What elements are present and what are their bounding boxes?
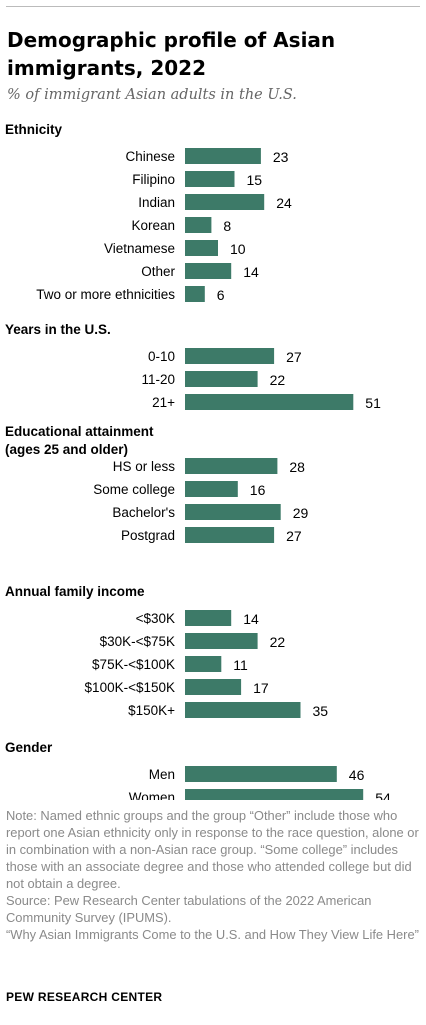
bar [185,286,205,302]
bar [185,458,278,474]
bar [185,240,218,256]
bar [185,371,258,387]
category-label: Other [141,264,175,279]
report-title: “Why Asian Immigrants Come to the U.S. a… [6,927,419,942]
bar [185,656,222,672]
bar [185,171,235,187]
note-text: Note: Named ethnic groups and the group … [6,808,419,891]
bar [185,394,354,410]
panel-title: Annual family income [5,584,145,599]
value-label: 8 [223,218,231,234]
panel-title: Educational attainment [5,424,154,439]
category-label: $100K-<$150K [85,680,175,695]
value-label: 6 [217,287,225,303]
bar [185,679,242,695]
category-label: Some college [93,482,175,497]
category-label: Men [149,767,175,782]
value-label: 46 [349,767,365,783]
bar [185,702,301,718]
value-label: 24 [276,195,292,211]
value-label: 51 [365,395,381,411]
value-label: 14 [243,611,259,627]
category-label: Women [129,790,175,800]
category-label: $150K+ [128,703,175,718]
organization-label: PEW RESEARCH CENTER [6,990,163,1004]
category-label: Bachelor's [112,505,175,520]
bar [185,148,261,164]
bar [185,481,238,497]
value-label: 27 [286,528,302,544]
value-label: 23 [273,149,289,165]
value-label: 15 [247,172,263,188]
panel-title: Gender [5,740,53,755]
value-label: 29 [293,505,309,521]
bar [185,789,364,800]
panel-subtitle: (ages 25 and older) [5,442,128,457]
value-label: 22 [270,634,286,650]
bar [185,766,337,782]
category-label: Chinese [125,149,175,164]
bar [185,194,265,210]
category-label: Filipino [132,172,175,187]
bar [185,504,281,520]
category-label: Vietnamese [104,241,175,256]
chart-subtitle: % of immigrant Asian adults in the U.S. [7,87,297,103]
chart-title: Demographic profile of Asian immigrants,… [7,28,336,80]
bar [185,348,275,364]
value-label: 54 [375,790,391,800]
value-label: 11 [233,657,248,673]
category-label: <$30K [136,611,175,626]
value-label: 16 [250,482,266,498]
chart-notes: Note: Named ethnic groups and the group … [6,807,422,943]
value-label: 10 [230,241,246,257]
value-label: 28 [289,459,305,475]
category-label: 21+ [152,395,175,410]
bar-chart: Ethnicity Chinese 23 Filipino 15 Indian 24 Kore… [5,122,391,800]
category-label: 11-20 [141,372,175,387]
value-label: 27 [286,349,302,365]
category-label: $30K-<$75K [100,634,175,649]
source-text: Source: Pew Research Center tabulations … [6,893,372,925]
top-rule [6,6,420,7]
category-label: Indian [138,195,175,210]
category-label: 0-10 [148,349,175,364]
bar [185,610,232,626]
value-label: 14 [243,264,259,280]
value-label: 22 [270,372,286,388]
category-label: Two or more ethnicities [36,287,175,302]
value-label: 35 [313,703,329,719]
category-label: $75K-<$100K [92,657,175,672]
bar [185,263,232,279]
panel-title: Years in the U.S. [5,322,111,337]
bar [185,633,258,649]
bar [185,527,275,543]
category-label: HS or less [113,459,176,474]
category-label: Postgrad [121,528,175,543]
panel-title: Ethnicity [5,122,62,137]
value-label: 17 [253,680,269,696]
bar [185,217,212,233]
category-label: Korean [131,218,175,233]
